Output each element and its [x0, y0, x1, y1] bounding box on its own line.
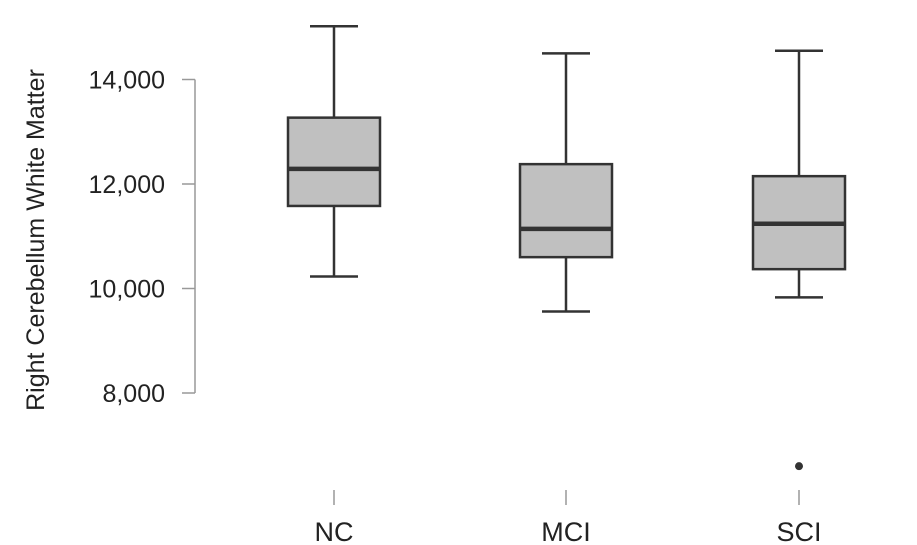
outlier-point: [795, 462, 803, 471]
x-axis: NC MCI SCI: [315, 490, 822, 545]
box-nc: [286, 24, 382, 278]
iqr-box: [518, 162, 614, 259]
box-sci: [751, 49, 847, 471]
box-mci: [518, 52, 614, 313]
y-tick-label: 12,000: [89, 171, 165, 199]
y-tick-label: 14,000: [89, 67, 165, 95]
boxes-group: [286, 24, 847, 471]
y-tick-label: 8,000: [102, 380, 165, 408]
iqr-box: [286, 116, 382, 208]
x-category-label: MCI: [541, 517, 591, 545]
y-axis: 8,000 10,000 12,000 14,000: [89, 67, 196, 408]
x-category-label: SCI: [776, 517, 821, 545]
y-axis-title: Right Cerebellum White Matter: [22, 69, 50, 411]
y-tick-label: 10,000: [89, 276, 165, 304]
x-category-label: NC: [315, 517, 354, 545]
